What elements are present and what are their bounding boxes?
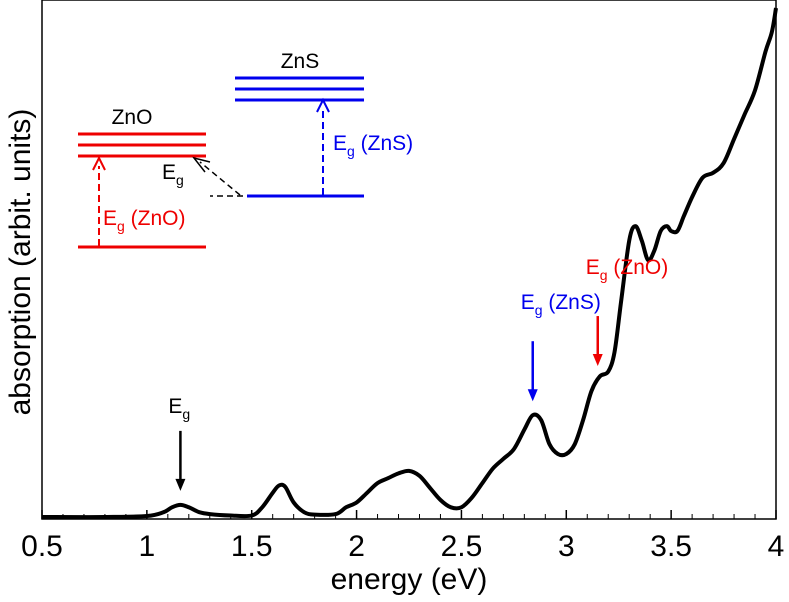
x-tick-label: 1: [139, 530, 156, 563]
x-tick-label: 0.5: [21, 530, 63, 563]
eg-zns-annotation-label: Eg (ZnS): [521, 291, 601, 318]
y-axis-label: absorption (arbit. units): [4, 109, 37, 416]
x-axis-label: energy (eV): [331, 563, 488, 596]
eg-zno-gap-label: Eg (ZnO): [103, 207, 185, 234]
band-diagram-inset: ZnO Eg (ZnO) ZnS Eg (ZnS) Eg: [78, 50, 413, 249]
zno-label: ZnO: [112, 106, 153, 129]
x-axis-ticks: 0.5 1 1.5 2 2.5 3 3.5 4: [21, 510, 784, 563]
eg-zno-gap-arrowhead: [92, 155, 106, 171]
zns-label: ZnS: [281, 50, 320, 73]
eg-annotation-label: Eg: [168, 395, 190, 422]
absorption-series-line: [41, 7, 778, 520]
eg-zns-gap-arrowhead: [316, 97, 330, 113]
x-tick-label: 2: [348, 530, 365, 563]
annotations-layer: Eg Eg (ZnS) Eg (ZnO): [168, 256, 668, 491]
eg-zns-gap-label: Eg (ZnS): [333, 132, 413, 159]
eg-zns-annotation-arrowhead: [527, 389, 538, 402]
eg-zno-annotation-label: Eg (ZnO): [586, 256, 668, 283]
x-tick-label: 3: [558, 530, 575, 563]
eg-zno-annotation-arrowhead: [592, 354, 603, 367]
eg-interface-arrow: [199, 161, 241, 196]
eg-interface-arrowhead: [192, 156, 211, 173]
x-tick-label: 3.5: [650, 530, 692, 563]
x-tick-label: 2.5: [441, 530, 483, 563]
series-layer: [41, 7, 778, 520]
eg-interface-label: Eg: [162, 161, 184, 188]
x-tick-label: 1.5: [231, 530, 273, 563]
eg-annotation-arrowhead: [175, 478, 186, 491]
plot-frame: [41, 0, 777, 520]
x-tick-label: 4: [768, 530, 785, 563]
